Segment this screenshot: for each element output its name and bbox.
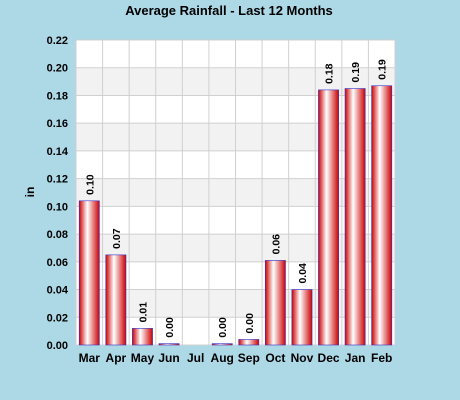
bars: 0.10 0.07 0.01 0.00 0.00 0.00 0.06 0.04 0.18 0.19… <box>78 59 393 346</box>
bar-value-label: 0.10 <box>84 174 96 195</box>
bar-value-label: 0.19 <box>377 59 389 80</box>
bar <box>78 200 100 346</box>
x-tick-label: Dec <box>318 351 340 365</box>
x-tick-label: Jan <box>345 351 366 365</box>
bar <box>344 88 366 346</box>
y-tick-label: 0.20 <box>47 63 68 75</box>
y-tick-label: 0.22 <box>47 35 68 47</box>
x-tick-label: Jun <box>158 351 179 365</box>
x-tick-label: Jul <box>187 351 204 365</box>
y-tick-label: 0.14 <box>47 146 69 158</box>
bar <box>132 328 153 346</box>
bar <box>211 343 233 346</box>
x-tick-label: Oct <box>265 351 285 365</box>
bar <box>318 89 339 346</box>
y-tick-label: 0.18 <box>47 90 68 102</box>
x-tick-label: Aug <box>211 351 234 365</box>
y-tick-label: 0.12 <box>47 174 68 186</box>
x-tick-label: Nov <box>291 351 314 365</box>
x-tick-label: May <box>131 351 155 365</box>
x-tick-label: Mar <box>79 351 101 365</box>
y-axis-label: in <box>23 187 37 198</box>
x-tick-label: Feb <box>371 351 392 365</box>
y-tick-label: 0.16 <box>47 118 68 130</box>
y-tick-label: 0.04 <box>47 285 69 297</box>
bar <box>105 254 127 346</box>
bar-value-label: 0.06 <box>270 234 282 255</box>
grid-lines <box>75 39 396 346</box>
y-tick-label: 0.08 <box>47 229 68 241</box>
chart-title: Average Rainfall - Last 12 Months <box>125 3 333 18</box>
y-tick-label: 0.02 <box>47 312 68 324</box>
x-axis-ticks: Mar Apr May Jun Jul Aug Sep Oct Nov Dec Jan Feb <box>79 351 393 365</box>
bar-value-label: 0.01 <box>137 302 149 323</box>
bar-value-label: 0.00 <box>244 313 256 334</box>
y-tick-label: 0.06 <box>47 257 68 269</box>
bar-value-label: 0.07 <box>111 228 123 249</box>
bar <box>238 339 260 346</box>
y-tick-label: 0.10 <box>47 201 68 213</box>
x-tick-label: Sep <box>238 351 260 365</box>
bar <box>158 343 180 346</box>
x-tick-label: Apr <box>106 351 127 365</box>
y-axis-ticks: 0.00 0.02 0.04 0.06 0.08 0.10 0.12 0.14 0.16 0.18… <box>47 35 69 352</box>
bar-value-label: 0.19 <box>350 62 362 83</box>
bar-value-label: 0.18 <box>324 63 336 84</box>
bar-value-label: 0.00 <box>164 317 176 338</box>
bar <box>291 289 313 346</box>
y-tick-label: 0.00 <box>47 340 68 352</box>
bar-value-label: 0.04 <box>297 263 309 284</box>
bar <box>371 85 393 346</box>
bar <box>264 260 286 346</box>
bar-value-label: 0.00 <box>217 317 229 338</box>
